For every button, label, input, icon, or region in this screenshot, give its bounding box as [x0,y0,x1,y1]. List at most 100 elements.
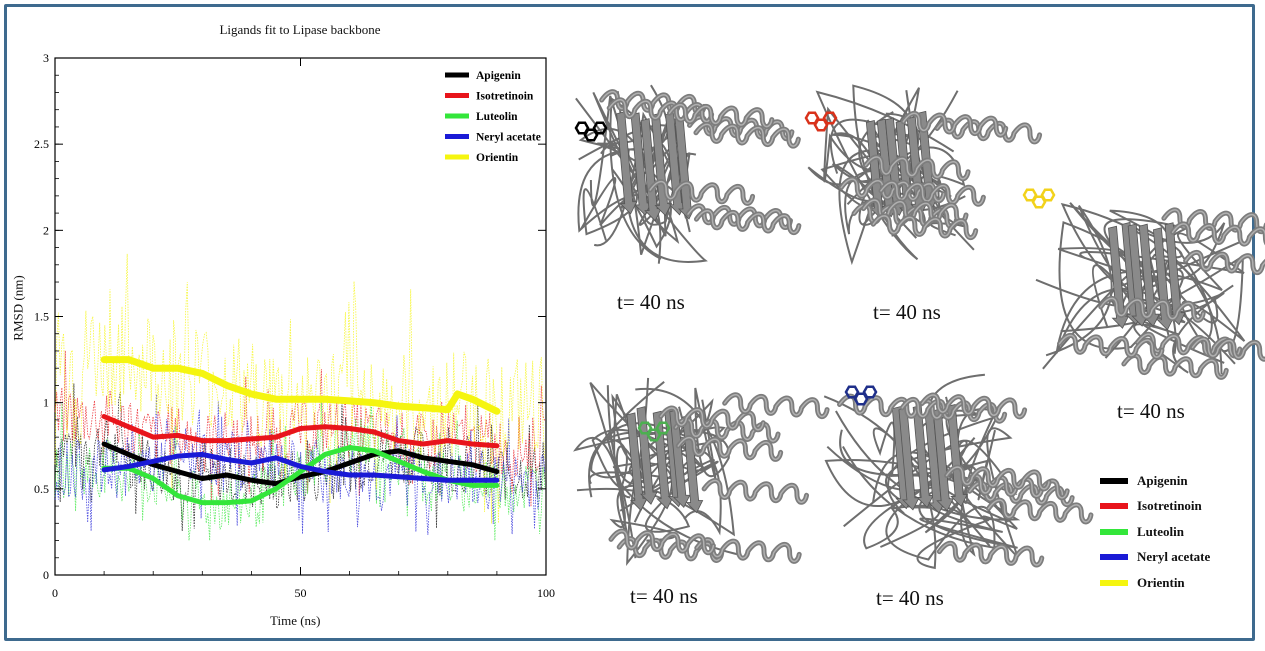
legend-label: Isotretinoin [476,91,534,103]
structures-legend: Apigenin Isotretinoin Luteolin Neryl ace… [1100,468,1210,596]
beta-strand [1152,227,1175,331]
ligand-ring [1040,188,1056,202]
y-tick-label: 2.5 [34,137,49,151]
alpha-helix-highlight [668,104,773,128]
alpha-helix-highlight [610,530,715,554]
legend-entry-apigenin: Apigenin [1100,468,1210,494]
legend-swatch [1100,579,1128,586]
coil [831,132,952,237]
ligand [1022,188,1056,209]
alpha-helix-highlight [1171,223,1265,245]
alpha-helix-highlight [938,542,1043,566]
alpha-helix-highlight [677,436,782,461]
legend-swatch [1100,554,1128,561]
x-axis-label: Time (ns) [270,613,321,628]
beta-strand [1108,225,1130,329]
ligand [844,385,878,406]
coil [839,429,974,550]
legend-label: Apigenin [1137,472,1188,488]
series-line-luteolin [101,445,500,506]
alpha-helix-highlight [902,112,1007,136]
chart-title: Ligands fit to Lipase backbone [219,22,381,37]
alpha-helix-highlight [968,482,1073,506]
alpha-helix-highlight [921,394,1026,418]
x-tick-label: 50 [295,586,307,600]
legend-entry-neryl-acetate: Neryl acetate [1100,545,1210,571]
figure-frame [4,4,1255,641]
legend-swatch [1100,477,1128,484]
alpha-helix-highlight [674,418,779,442]
coil [1057,240,1243,329]
ligand [804,111,838,132]
alpha-helix-highlight [649,180,754,205]
alpha-helix-highlight [864,156,969,180]
beta-strand [626,412,648,512]
beta-strand [912,404,934,509]
beta-strand [651,112,673,217]
raw-trace-orientin [54,253,546,524]
structure-3-label: t= 40 ns [1117,399,1185,423]
legend-entry-orientin: Orientin [1100,570,1210,596]
protein-structure-3 [1022,188,1265,380]
y-tick-label: 3 [43,51,49,65]
alpha-helix-highlight [1184,251,1265,274]
y-tick-label: 1 [43,396,49,410]
alpha-helix-highlight [936,119,1041,143]
alpha-helix-highlight [600,90,705,115]
structure-4-label: t= 40 ns [630,584,698,608]
series-line-neryl-acetate [101,451,500,483]
raw-trace-luteolin [54,399,546,541]
alpha-helix-highlight [901,398,1006,422]
legend-swatch [1100,528,1128,535]
legend-label: Neryl acetate [1137,549,1211,565]
alpha-helix-highlight [1100,297,1204,321]
ligand-ring [822,111,838,125]
ligand-ring [592,121,608,135]
beta-strand [1164,222,1186,326]
ligand [574,121,608,142]
y-tick-label: 2 [43,223,49,237]
structure-5-label: t= 40 ns [876,586,944,610]
alpha-helix-highlight [1123,354,1227,379]
beta-strand [640,118,662,222]
alpha-helix-highlight [1191,338,1265,360]
protein-structure-4 [573,377,830,566]
beta-strand [630,112,652,216]
beta-strand [898,407,920,511]
legend-label: Isotretinoin [1137,498,1202,514]
coil [590,381,714,485]
ligand [637,421,671,442]
legend-label: Luteolin [476,111,518,123]
alpha-helix-highlight [695,123,800,147]
series-line-apigenin [101,441,500,487]
alpha-helix-highlight [696,538,800,563]
series-line-isotretinoin [101,414,500,449]
alpha-helix-highlight [872,215,977,239]
y-tick-label: 0 [43,568,49,582]
legend-entry-isotretinoin: Isotretinoin [1100,494,1210,520]
legend-label: Orientin [1137,574,1185,590]
alpha-helix-highlight [703,479,808,504]
beta-strand [616,111,638,215]
alpha-helix-highlight [987,499,1092,523]
legend-label: Orientin [476,152,519,164]
y-tick-label: 1.5 [34,310,49,324]
beta-strand [652,410,674,510]
coil [1055,232,1245,365]
alpha-helix-highlight [695,210,800,234]
alpha-helix-highlight [660,407,764,431]
protein-structure-5 [823,373,1094,570]
legend-label: Apigenin [476,70,521,82]
coil [807,103,926,224]
structure-1-label: t= 40 ns [617,290,685,314]
coil [588,422,742,557]
coil [573,387,730,559]
alpha-helix-highlight [945,466,1050,490]
series-line-orientin [100,356,501,415]
legend-swatch [1100,503,1128,510]
raw-trace-neryl-acetate [54,394,546,535]
legend-label: Neryl acetate [476,132,541,144]
legend-entry-luteolin: Luteolin [1100,519,1210,545]
ligand-ring [655,421,671,435]
protein-structure-2 [804,84,1043,266]
